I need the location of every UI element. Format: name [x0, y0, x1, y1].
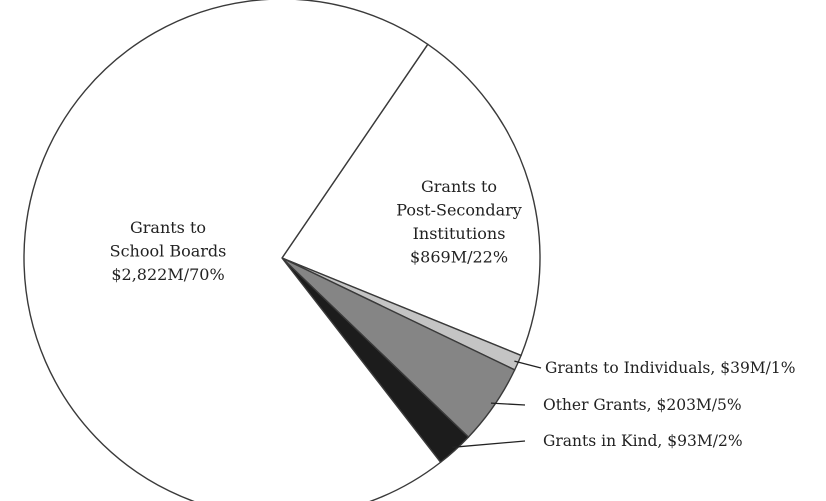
slice-label-line: School Boards	[110, 242, 227, 261]
callout-label-grants-to-individuals: Grants to Individuals, $39M/1%	[545, 359, 796, 377]
slice-label-grants-to: Grants to School Boards $2,822M/70%	[110, 218, 227, 284]
callout-label-grants-in-kind: Grants in Kind, $93M/2%	[543, 432, 743, 450]
slice-label-line: Institutions	[413, 224, 506, 243]
leader-lines-group	[452, 360, 542, 448]
pie-slice-grants-to	[23, 0, 442, 501]
slice-label-grants-to: Grants to Post-Secondary Institutions $869M…	[396, 177, 522, 267]
slice-label-line: Post-Secondary	[396, 201, 522, 220]
slice-label-line: Grants to	[421, 177, 497, 196]
leader-line-other-grants	[490, 402, 526, 406]
slice-label-line: $869M/22%	[410, 248, 508, 267]
pie-slice-grants-to	[281, 43, 541, 357]
leader-line-grants-to-individuals	[514, 360, 542, 369]
labels-group: Grants to Post-Secondary Institutions $869M…	[110, 177, 796, 450]
leader-line-grants-in-kind	[452, 440, 526, 448]
slice-label-line: Grants to	[130, 218, 206, 237]
callout-label-other-grants: Other Grants, $203M/5%	[543, 396, 742, 414]
slices-group	[23, 0, 541, 501]
slice-label-line: $2,822M/70%	[111, 265, 224, 284]
